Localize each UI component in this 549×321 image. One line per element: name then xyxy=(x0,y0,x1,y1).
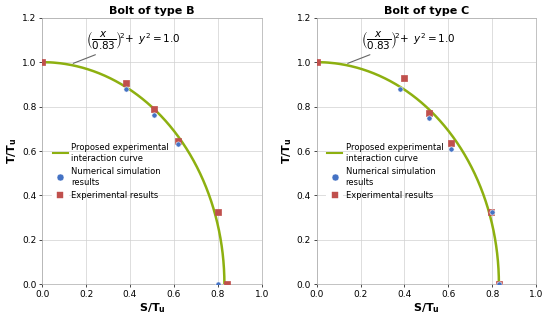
Point xyxy=(396,86,405,91)
Point xyxy=(487,210,496,215)
Text: $\left(\dfrac{x}{0.83}\right)^{\!\!2}\!+\ y^2=1.0$: $\left(\dfrac{x}{0.83}\right)^{\!\!2}\!+… xyxy=(348,29,455,63)
Point xyxy=(488,210,497,215)
Point xyxy=(446,141,455,146)
Point xyxy=(214,210,222,215)
Point xyxy=(214,282,222,287)
Title: Bolt of type C: Bolt of type C xyxy=(384,5,469,15)
Title: Bolt of type B: Bolt of type B xyxy=(109,5,195,15)
Point xyxy=(495,282,503,287)
Point xyxy=(424,111,433,116)
Legend: Proposed experimental
interaction curve, Numerical simulation
results, Experimen: Proposed experimental interaction curve,… xyxy=(327,143,444,200)
Text: $\left(\dfrac{x}{0.83}\right)^{\!\!2}\!+\ y^2=1.0$: $\left(\dfrac{x}{0.83}\right)^{\!\!2}\!+… xyxy=(73,29,181,63)
X-axis label: S/T$_\mathbf{u}$: S/T$_\mathbf{u}$ xyxy=(138,302,165,316)
X-axis label: S/T$_\mathbf{u}$: S/T$_\mathbf{u}$ xyxy=(413,302,440,316)
Point xyxy=(174,138,183,143)
Point xyxy=(150,113,159,118)
Point xyxy=(121,86,130,91)
Point xyxy=(38,60,47,65)
Point xyxy=(174,142,183,147)
Point xyxy=(312,60,321,65)
Point xyxy=(121,81,130,86)
Y-axis label: T/T$_\mathbf{u}$: T/T$_\mathbf{u}$ xyxy=(280,138,294,164)
Point xyxy=(495,282,503,287)
Legend: Proposed experimental
interaction curve, Numerical simulation
results, Experimen: Proposed experimental interaction curve,… xyxy=(53,143,169,200)
Point xyxy=(222,282,231,287)
Point xyxy=(150,106,159,111)
Point xyxy=(400,75,409,80)
Point xyxy=(424,115,433,120)
Point xyxy=(446,146,455,152)
Y-axis label: T/T$_\mathbf{u}$: T/T$_\mathbf{u}$ xyxy=(5,138,19,164)
